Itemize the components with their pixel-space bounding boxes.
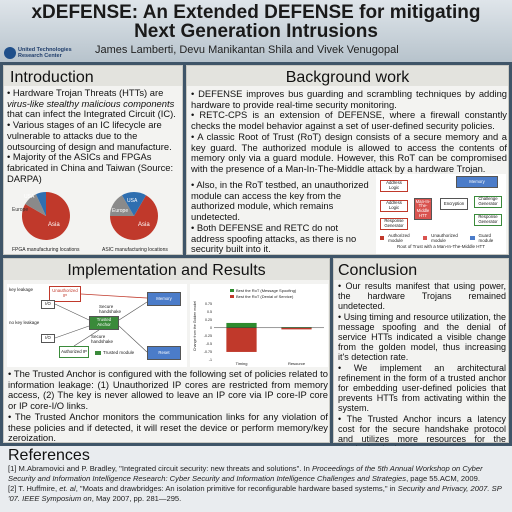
logo-mark-icon bbox=[4, 47, 16, 59]
mitm-box: Man-In-The-Middle HTT bbox=[414, 198, 432, 220]
io-box-a: I/O bbox=[41, 300, 55, 309]
pie2-label-usa: USA bbox=[127, 198, 138, 204]
address-logic-box: Address Logic bbox=[380, 180, 408, 192]
logo-line-1: United Technologies bbox=[18, 47, 72, 53]
chart-bar bbox=[226, 322, 257, 328]
chart-ytick-label: 0.25 bbox=[205, 318, 212, 322]
rot-caption: Root of Trust with a Man-In-The-Middle H… bbox=[396, 244, 486, 249]
bg-bullet-1: • DEFENSE improves bus guarding and scra… bbox=[191, 88, 507, 110]
background-title: Background work bbox=[285, 69, 410, 86]
intro-bullet-3: • Majority of the ASICs and FPGAs fabric… bbox=[7, 151, 174, 184]
trusted-anchor-diagram: key leakage no key leakage Unauthorized … bbox=[7, 284, 187, 367]
results-chart: 0.75 0.5 0.25 0 -0.25 -0.5 -0.75 -1 Timing Resou… bbox=[190, 284, 328, 367]
utrc-logo: United Technologies Research Center bbox=[4, 45, 88, 61]
encryption-box: Encryption bbox=[440, 198, 468, 210]
reference-2: [2] T. Huffmire, et. al, "Moats and draw… bbox=[8, 484, 502, 503]
legend-swatch-spoofing bbox=[230, 289, 234, 292]
chart-ytick-label: -0.5 bbox=[206, 342, 212, 346]
title-line-1: xDEFENSE: An Extended DEFENSE for mitiga… bbox=[31, 2, 481, 23]
pie2-asia-slice bbox=[110, 195, 158, 240]
concl-bullet-1: • Our results manifest that using power,… bbox=[338, 281, 506, 312]
pie1-europe-slice bbox=[25, 194, 46, 216]
chart-ytick-label: -0.75 bbox=[204, 350, 212, 354]
trusted-anchor-box: Trusted Anchor bbox=[89, 316, 119, 330]
chart-ytick-label: 0 bbox=[210, 326, 212, 330]
impl-memory-box: Memory bbox=[147, 292, 181, 306]
logo-line-2: Research Center bbox=[18, 53, 62, 59]
legend-label-dos: Best the RoT (Denial of Service) bbox=[236, 294, 294, 299]
implementation-panel: Implementation and Results key leakage n… bbox=[3, 258, 330, 443]
pie2-caption: ASIC manufacturing locations bbox=[102, 247, 168, 253]
memory-box: Memory bbox=[456, 176, 498, 188]
chart-ytick-label: 0.5 bbox=[207, 310, 212, 314]
poster-header: xDEFENSE: An Extended DEFENSE for mitiga… bbox=[0, 0, 512, 62]
diagram-arrows bbox=[54, 293, 148, 353]
no-key-leakage-label: no key leakage bbox=[9, 320, 40, 325]
rot-legend: Authorized module Unauthorized module Gu… bbox=[380, 233, 502, 243]
chart-ylabel: Change from the Golden model bbox=[193, 301, 197, 351]
secure-handshake-label-a: Secure handshake bbox=[99, 304, 122, 314]
manufacturing-pies: USA Europe Asia USA Europe Asia FPGA man… bbox=[12, 191, 168, 253]
poster-title: xDEFENSE: An Extended DEFENSE for mitiga… bbox=[0, 3, 512, 41]
fpga-pie: USA Europe Asia bbox=[12, 192, 70, 240]
chart-bar bbox=[226, 327, 257, 352]
response-generator-box-b: Response Generator bbox=[474, 214, 502, 226]
pie2-label-asia: Asia bbox=[138, 222, 150, 228]
key-leakage-label: key leakage bbox=[9, 287, 34, 292]
bg-bullet-5: • Both DEFENSE and RETC do not address s… bbox=[191, 221, 357, 255]
concl-bullet-3: • We implement an architectural refineme… bbox=[338, 362, 506, 414]
implementation-title: Implementation and Results bbox=[67, 262, 266, 279]
legend-label-spoofing: Best the RoT (Message Spoofing) bbox=[236, 288, 297, 293]
pie2-europe-slice bbox=[109, 195, 134, 216]
pie1-label-asia: Asia bbox=[48, 222, 60, 228]
pie2-label-europe: Europe bbox=[112, 208, 128, 214]
chart-bar bbox=[281, 327, 312, 330]
references-title: References bbox=[8, 447, 90, 464]
authors: James Lamberti, Devu Manikantan Shila an… bbox=[95, 44, 399, 56]
pie1-label-usa: USA bbox=[24, 194, 35, 200]
chart-ytick-label: 0.75 bbox=[205, 302, 212, 306]
pie1-caption: FPGA manufacturing locations bbox=[12, 247, 80, 253]
chart-category-label: Resource bbox=[288, 361, 306, 366]
address-logic-box-2: Address Logic bbox=[380, 200, 408, 212]
intro-bullet-1: • Hardware Trojan Threats (HTTs) are vir… bbox=[7, 87, 176, 120]
pie1-asia-slice bbox=[21, 192, 70, 240]
asic-pie: USA Europe Asia bbox=[109, 191, 158, 240]
legend-swatch-dos bbox=[230, 295, 234, 298]
conclusion-title: Conclusion bbox=[338, 262, 418, 279]
conclusion-panel: Conclusion • Our results manifest that u… bbox=[333, 258, 509, 454]
impl-bullet-1: • The Trusted Anchor is configured with … bbox=[8, 368, 328, 412]
bg-bullet-4: • Also, in the RoT testbed, an unauthori… bbox=[191, 179, 369, 223]
impl-bullet-2: • The Trusted Anchor monitors the commun… bbox=[8, 410, 328, 444]
reset-box: Reset bbox=[147, 346, 181, 360]
unauthorized-ip-box: Unauthorized IP bbox=[49, 286, 81, 302]
pie2-usa-slice bbox=[122, 191, 146, 216]
bg-bullet-3: • A classic Root of Trust (RoT) design c… bbox=[191, 130, 507, 174]
title-line-2: Next Generation Intrusions bbox=[134, 21, 378, 42]
chart-ytick-label: -0.25 bbox=[204, 334, 212, 338]
chart-ytick-label: -1 bbox=[209, 358, 212, 362]
chart-bar bbox=[281, 327, 312, 328]
secure-handshake-label-b: Secure handshake bbox=[91, 334, 114, 344]
intro-bullet-2: • Various stages of an IC lifecycle are … bbox=[7, 119, 172, 152]
background-panel: Background work • DEFENSE improves bus g… bbox=[186, 65, 509, 255]
bg-bullet-2: • RETC-CPS is an extension of DEFENSE, w… bbox=[191, 109, 507, 132]
trusted-module-legend: Trusted module bbox=[95, 350, 134, 355]
pie1-usa-slice bbox=[36, 192, 46, 216]
introduction-text: • Hardware Trojan Threats (HTTs) are vir… bbox=[7, 87, 181, 184]
introduction-panel: Introduction • Hardware Trojan Threats (… bbox=[3, 65, 183, 255]
chart-category-label: Timing bbox=[236, 361, 248, 366]
introduction-title: Introduction bbox=[10, 69, 94, 86]
authorized-ip-box: Authorized IP bbox=[59, 346, 89, 358]
pie1-label-europe: Europe bbox=[12, 207, 28, 213]
io-box-b: I/O bbox=[41, 334, 55, 343]
reference-1: [1] M.Abramovici and P. Bradley, "Integr… bbox=[8, 464, 483, 483]
references-panel: References [1] M.Abramovici and P. Bradl… bbox=[0, 446, 512, 512]
challenge-generator-box: Challenge Generator bbox=[474, 196, 502, 208]
concl-bullet-2: • Using timing and resource utilization,… bbox=[338, 311, 506, 363]
response-generator-box-a: Response Generator bbox=[380, 218, 408, 230]
rot-diagram: Address Logic Memory Address Logic Man-I… bbox=[376, 174, 506, 254]
